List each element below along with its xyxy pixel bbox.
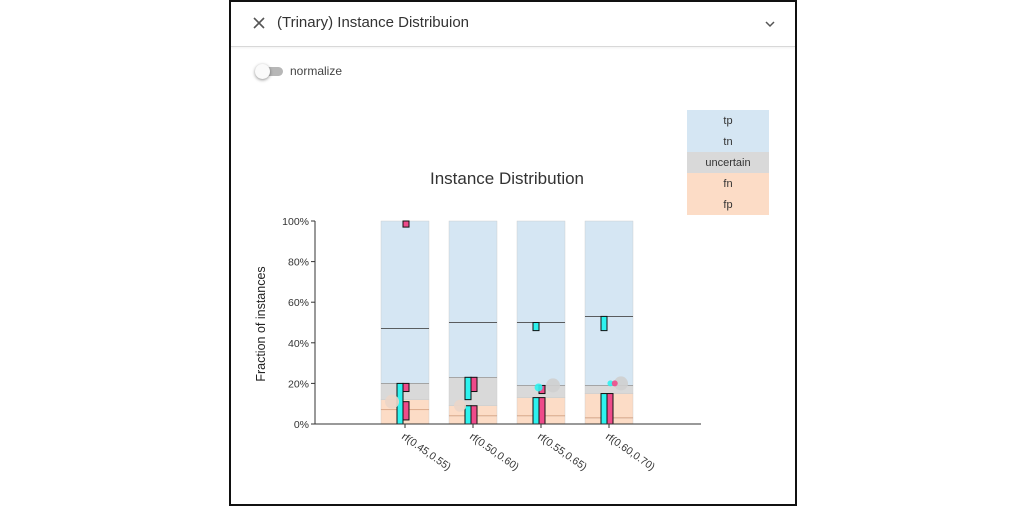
instance-distribution-panel: (Trinary) Instance Distribuion normalize… [229,0,797,506]
toggle-track [259,67,283,76]
mini-bar-cyan [600,393,608,425]
normalize-toggle[interactable] [255,64,283,79]
y-tick-label: 100% [282,216,309,228]
legend-swatch-tp [687,110,769,131]
mini-bar-magenta [402,401,410,421]
panel-header: (Trinary) Instance Distribuion [231,2,795,47]
y-tick-label: 40% [288,338,309,350]
chart-title: Instance Distribution [430,169,584,188]
stack-segment-tp [516,220,566,323]
dot [385,394,400,409]
mini-bar-cyan [464,376,472,401]
stack-segment-tn [516,322,566,386]
mini-bar-magenta [402,382,410,393]
mini-bar-magenta [606,393,614,425]
dot [454,399,467,412]
mini-bars [396,220,614,425]
panel-title: (Trinary) Instance Distribuion [277,14,470,31]
legend: tp tn uncertain fn fp [687,110,769,215]
legend-label-fp: fp [723,199,732,211]
instance-distribution-chart: 0% 20% 40% 60% 80% 100% rf(0.45,0.55) rf(0.50,0… [254,110,769,474]
stack-segment-tp [380,220,430,329]
close-icon[interactable] [251,15,267,31]
stacked-bars [380,220,634,425]
legend-label-tn: tn [723,136,732,148]
x-tick-label: rf(0.50,0.60) [467,431,521,474]
mini-bar-cyan [464,405,472,425]
stack-segment-tn [584,316,634,386]
legend-swatch-fn [687,173,769,194]
mini-bar-cyan [532,397,540,425]
toggle-knob [255,64,270,79]
stack-segment-tp [448,220,498,323]
y-axis-label: Fraction of instances [254,266,268,381]
scatter-dots [385,376,628,412]
mini-bar-magenta [470,405,478,425]
stack-segment-tp [584,220,634,317]
x-tick-label: rf(0.60,0.70) [603,431,657,474]
x-tick-label: rf(0.45,0.55) [399,431,453,474]
stack-segment-tn [380,328,430,384]
mini-bar-cyan [532,322,540,332]
legend-swatch-uncertain [687,152,769,173]
dot [614,376,628,391]
mini-bar-magenta [402,220,410,228]
y-tick-label: 60% [288,297,309,309]
y-tick-label: 20% [288,378,309,390]
mini-bar-cyan [600,315,608,332]
dot [607,380,614,387]
dot [534,383,543,392]
legend-label-tp: tp [723,115,732,127]
normalize-label: normalize [290,64,343,78]
x-tick-label: rf(0.55,0.65) [535,431,589,474]
legend-label-uncertain: uncertain [705,157,750,169]
legend-swatch-fp [687,194,769,215]
mini-bar-magenta [470,376,478,393]
mini-bar-magenta [538,397,546,425]
y-tick-label: 0% [294,419,309,431]
chevron-down-icon[interactable] [763,17,777,31]
dot [546,378,560,393]
legend-swatch-tn [687,131,769,152]
stack-segment-tn [448,322,498,378]
legend-label-fn: fn [723,178,732,190]
y-tick-label: 80% [288,257,309,269]
dot [611,380,618,387]
